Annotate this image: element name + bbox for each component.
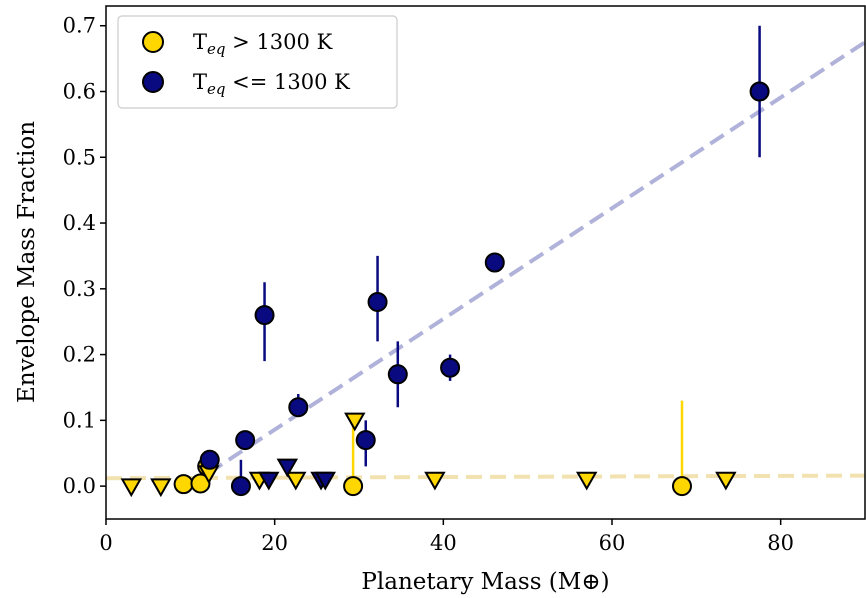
x-axis-label: Planetary Mass (M⊕) bbox=[361, 569, 609, 595]
upper-limit-marker-s1-p7 bbox=[575, 471, 598, 491]
y-tick-label: 0.1 bbox=[63, 408, 96, 432]
y-tick-label: 0.6 bbox=[63, 80, 96, 104]
x-tick-label: 20 bbox=[261, 531, 288, 555]
data-point-s2-p10 bbox=[749, 81, 770, 102]
y-tick-label: 0.5 bbox=[63, 145, 96, 169]
trend-line-0 bbox=[187, 40, 866, 488]
y-tick-label: 0.0 bbox=[63, 474, 96, 498]
plot-frame bbox=[105, 5, 866, 520]
data-point-s0-p0 bbox=[173, 474, 194, 495]
data-point-s2-p6 bbox=[367, 291, 388, 312]
legend-label-cool: Teq <= 1300 K bbox=[193, 70, 350, 98]
y-tick-label: 0.4 bbox=[63, 211, 96, 235]
upper-limit-marker-s1-p0 bbox=[120, 478, 143, 498]
legend-marker-cool bbox=[142, 71, 164, 93]
data-point-s0-p1 bbox=[190, 473, 211, 494]
upper-limit-marker-s3-p3 bbox=[314, 471, 336, 491]
y-axis-ticks: 0.0 0.1 0.2 0.3 0.4 0.5 0.6 0.7 bbox=[63, 14, 106, 498]
upper-limit-marker-s1-p4 bbox=[285, 471, 307, 491]
x-tick-label: 0 bbox=[99, 531, 112, 555]
upper-limit-marker-s1-p8 bbox=[715, 471, 737, 491]
data-point-s2-p2 bbox=[235, 430, 256, 451]
upper-limit-marker-s1-p5 bbox=[344, 412, 366, 432]
y-tick-label: 0.7 bbox=[63, 14, 96, 38]
data-markers bbox=[120, 81, 770, 498]
legend: Teq > 1300 K Teq <= 1300 K bbox=[117, 15, 398, 109]
upper-limit-marker-s3-p0 bbox=[258, 471, 280, 491]
data-point-s2-p5 bbox=[355, 430, 376, 451]
x-axis-ticks: 0 20 40 60 80 bbox=[99, 519, 794, 555]
data-point-s2-p4 bbox=[288, 397, 309, 418]
y-tick-label: 0.2 bbox=[63, 343, 96, 367]
x-tick-label: 80 bbox=[767, 531, 794, 555]
data-point-s2-p9 bbox=[484, 252, 505, 273]
data-point-s2-p8 bbox=[440, 357, 461, 378]
y-axis-label: Envelope Mass Fraction bbox=[14, 121, 40, 403]
trend-line-1 bbox=[105, 473, 866, 481]
legend-marker-hot bbox=[142, 31, 164, 53]
data-point-s2-p7 bbox=[387, 364, 408, 385]
legend-label-hot: Teq > 1300 K bbox=[193, 30, 333, 58]
upper-limit-marker-s1-p6 bbox=[424, 471, 446, 491]
data-point-s2-p1 bbox=[230, 476, 251, 497]
data-point-s0-p4 bbox=[671, 476, 692, 497]
upper-limit-marker-s3-p1 bbox=[276, 458, 299, 478]
legend-box bbox=[117, 15, 398, 109]
x-tick-label: 60 bbox=[599, 531, 626, 555]
upper-limit-marker-s1-p1 bbox=[150, 478, 172, 498]
y-tick-label: 0.3 bbox=[63, 277, 96, 301]
data-point-s0-p3 bbox=[343, 476, 364, 497]
x-tick-label: 40 bbox=[430, 531, 457, 555]
data-point-s2-p3 bbox=[254, 305, 275, 326]
data-point-s2-p0 bbox=[199, 449, 220, 470]
